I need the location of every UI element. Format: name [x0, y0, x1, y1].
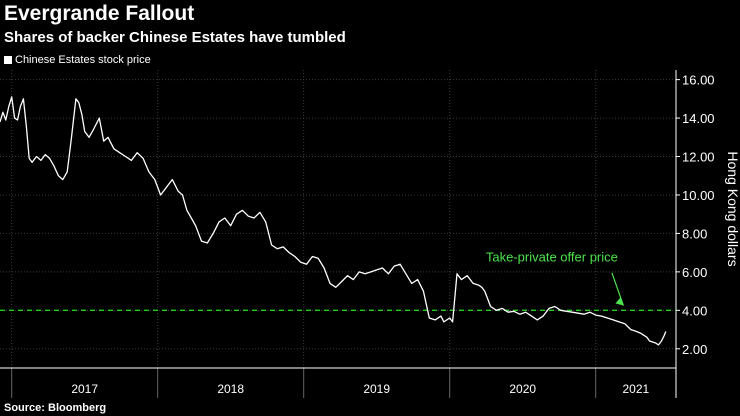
- chart-title: Evergrande Fallout: [4, 2, 195, 25]
- y-tick-label: 12.00: [682, 150, 715, 165]
- y-tick-label: 2.00: [682, 342, 707, 357]
- annotation-arrow-shaft: [611, 272, 625, 306]
- x-tick-label: 2018: [217, 382, 244, 396]
- x-tick-label: 2019: [363, 382, 390, 396]
- y-tick-label: 16.00: [682, 73, 715, 88]
- y-axis-label: Hong Kong dollars: [725, 151, 740, 266]
- chart-source: Source: Bloomberg: [4, 402, 107, 414]
- x-tick-label: 2017: [71, 382, 98, 396]
- annotation-arrow-head: [615, 297, 624, 306]
- y-tick-label: 8.00: [682, 226, 707, 241]
- legend-label: Chinese Estates stock price: [15, 54, 151, 66]
- x-tick-label: 2020: [509, 382, 536, 396]
- chart-subtitle: Shares of backer Chinese Estates have tu…: [4, 29, 346, 46]
- offer-price-annotation: Take-private offer price: [486, 249, 618, 264]
- legend-swatch: [4, 56, 12, 64]
- price-series-line: [0, 96, 667, 346]
- y-tick-label: 14.00: [682, 111, 715, 126]
- chart-legend: Chinese Estates stock price: [4, 54, 151, 66]
- x-tick-label: 2021: [622, 382, 649, 396]
- y-tick-label: 6.00: [682, 265, 707, 280]
- y-tick-label: 10.00: [682, 188, 715, 203]
- y-tick-label: 4.00: [682, 303, 707, 318]
